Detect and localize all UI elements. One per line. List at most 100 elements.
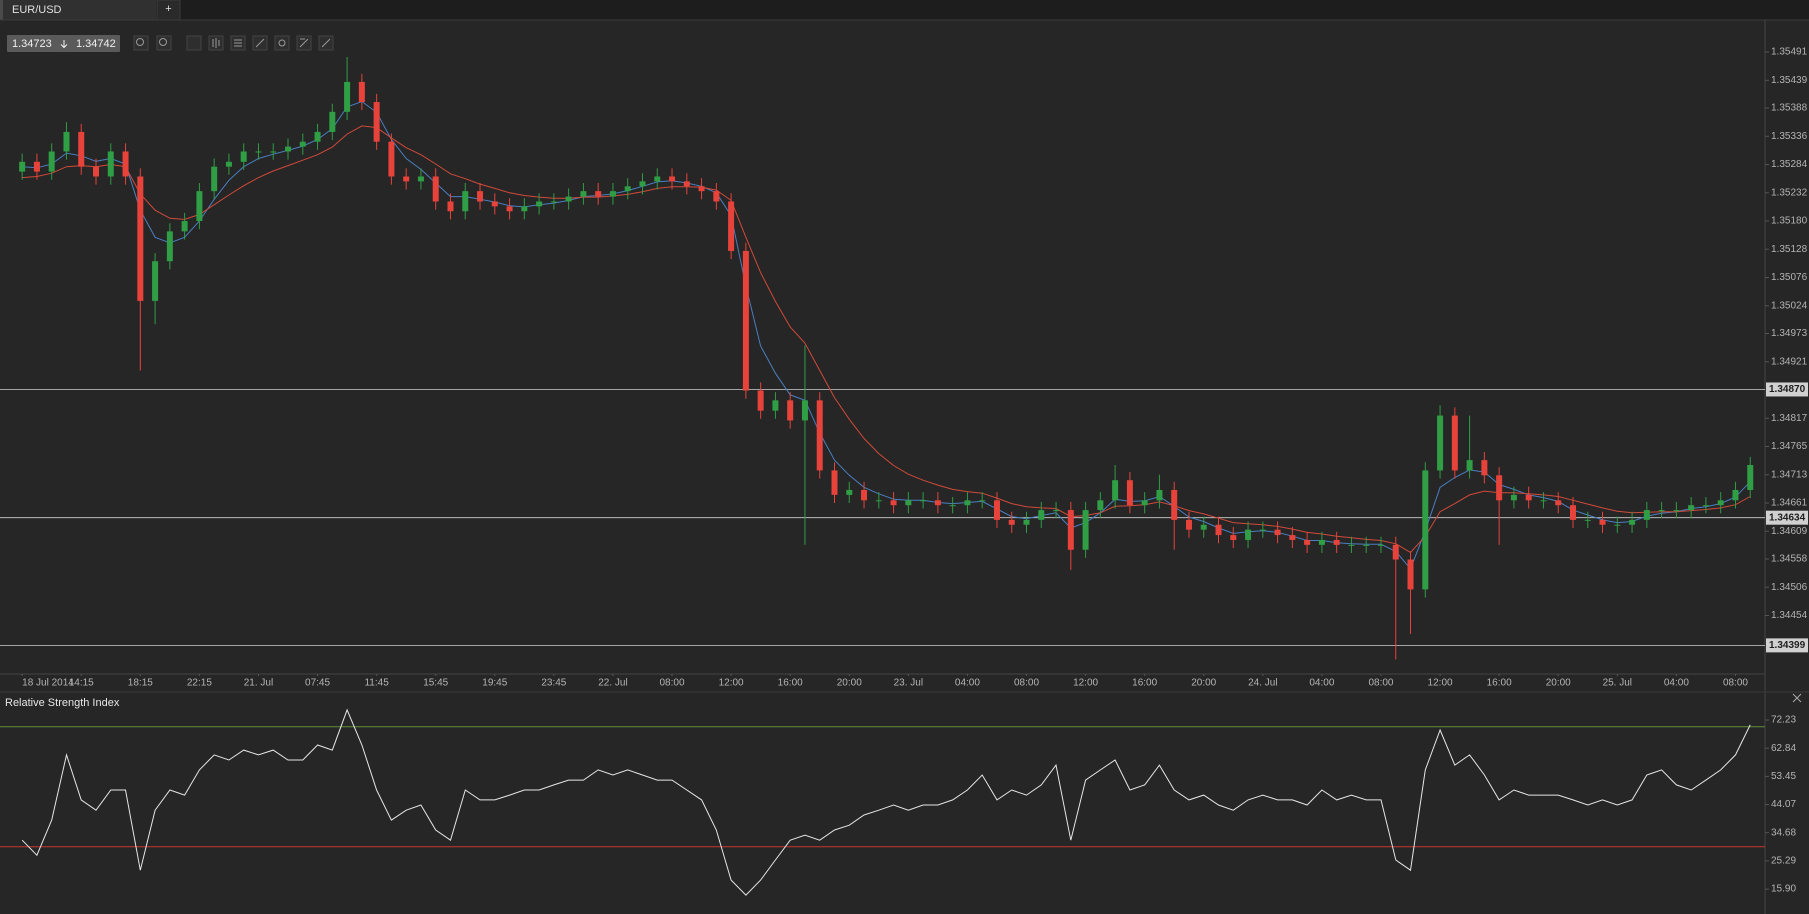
candle-body <box>506 206 513 212</box>
y-tick-label: 1.34558 <box>1771 554 1808 565</box>
candle-body <box>107 151 114 177</box>
candle-body <box>1673 510 1680 512</box>
y-tick-label: 1.34921 <box>1771 356 1808 367</box>
candle-body <box>654 176 661 182</box>
candle-body <box>78 131 85 167</box>
x-tick-label: 11:45 <box>364 678 389 689</box>
indicator-title: Relative Strength Index <box>5 697 120 709</box>
candle-body <box>1451 415 1458 471</box>
candle-body <box>1097 500 1104 511</box>
candle-body <box>1156 489 1163 501</box>
candle-body <box>314 131 321 142</box>
x-tick-label: 08:00 <box>1014 678 1039 689</box>
x-tick-label: 08:00 <box>1368 678 1393 689</box>
candle-body <box>491 201 498 207</box>
zoom-in-icon <box>159 38 167 46</box>
candle-body <box>1496 475 1503 501</box>
x-tick-label: 24. Jul <box>1248 678 1277 689</box>
candle-body <box>152 261 159 301</box>
tool-icon <box>278 39 286 47</box>
x-tick-label: 04:00 <box>1664 678 1689 689</box>
candle-body <box>934 500 941 506</box>
candle-body <box>137 176 144 301</box>
candle-body <box>801 400 808 421</box>
candle-body <box>388 141 395 177</box>
zoom-out-icon <box>136 38 144 46</box>
y-tick-label: 53.45 <box>1771 771 1796 782</box>
close-panel[interactable] <box>1792 693 1802 703</box>
candle-body <box>772 400 779 411</box>
candle-body <box>1289 535 1296 540</box>
period-button[interactable] <box>186 35 202 51</box>
x-tick-label: 16:00 <box>778 678 803 689</box>
candle-body <box>787 400 794 421</box>
candle-body <box>240 151 247 162</box>
candle-body <box>1274 529 1281 536</box>
y-tick-label: 25.29 <box>1771 856 1796 867</box>
candle-body <box>1584 519 1591 521</box>
candle-body <box>920 500 927 502</box>
candle-body <box>1023 519 1030 525</box>
candle-body <box>595 191 602 197</box>
tab-edge <box>0 0 3 20</box>
candle-body <box>698 186 705 192</box>
tab-symbol[interactable]: EUR/USD <box>12 4 62 16</box>
candle-body <box>831 470 838 495</box>
toolbar <box>133 35 334 51</box>
candle-body <box>861 489 868 501</box>
y-tick-label: 72.23 <box>1771 715 1796 726</box>
candle-body <box>462 191 469 212</box>
y-tick-label: 62.84 <box>1771 743 1796 754</box>
candle-body <box>1481 460 1488 476</box>
add-tab-label[interactable]: + <box>165 3 171 15</box>
candle-body <box>993 500 1000 520</box>
candle-body <box>521 206 528 212</box>
candle-body <box>1200 524 1207 530</box>
x-tick-label: 20:00 <box>1191 678 1216 689</box>
candle-body <box>1363 544 1370 546</box>
y-tick-label: 1.35076 <box>1771 272 1808 283</box>
zoom-out[interactable] <box>133 35 149 51</box>
tool-button[interactable] <box>274 35 290 51</box>
tab[interactable] <box>0 0 156 20</box>
moving-average <box>22 100 1751 570</box>
candle-body <box>166 231 173 262</box>
candle-body <box>1171 489 1178 520</box>
candle-body <box>403 176 410 182</box>
zoom-in[interactable] <box>156 35 172 51</box>
candle-body <box>1614 524 1621 526</box>
x-tick-label: 14:15 <box>69 678 94 689</box>
candle-body <box>580 191 587 197</box>
candle-body <box>1437 415 1444 471</box>
level-label: 1.34634 <box>1769 512 1806 523</box>
candle-body <box>875 500 882 502</box>
candle-body <box>1717 500 1724 506</box>
x-tick-label: 12:00 <box>1073 678 1098 689</box>
y-tick-label: 1.34454 <box>1771 610 1808 621</box>
candle-body <box>890 500 897 506</box>
candle-body <box>122 151 129 177</box>
candle-body <box>964 500 971 506</box>
x-tick-label: 12:00 <box>719 678 744 689</box>
y-tick-label: 1.35439 <box>1771 75 1808 86</box>
x-tick-label: 15:45 <box>423 678 448 689</box>
indicator-line <box>21 708 1751 896</box>
candle-body <box>1215 524 1222 536</box>
y-tick-label: 1.35388 <box>1771 103 1808 114</box>
candle-body <box>1245 529 1252 540</box>
candle-body <box>816 400 823 471</box>
x-tick-label: 22:15 <box>187 678 212 689</box>
candle-body <box>1688 505 1695 511</box>
candle-body <box>432 176 439 202</box>
y-tick-label: 1.35284 <box>1771 159 1808 170</box>
level-label: 1.34399 <box>1769 640 1806 651</box>
x-tick-label: 20:00 <box>837 678 862 689</box>
chart-type-icon <box>212 38 220 48</box>
candle-body <box>757 390 764 411</box>
x-tick-label: 04:00 <box>955 678 980 689</box>
y-tick-label: 1.34713 <box>1771 469 1808 480</box>
y-tick-label: 44.07 <box>1771 799 1796 810</box>
candle-body <box>1067 510 1074 550</box>
